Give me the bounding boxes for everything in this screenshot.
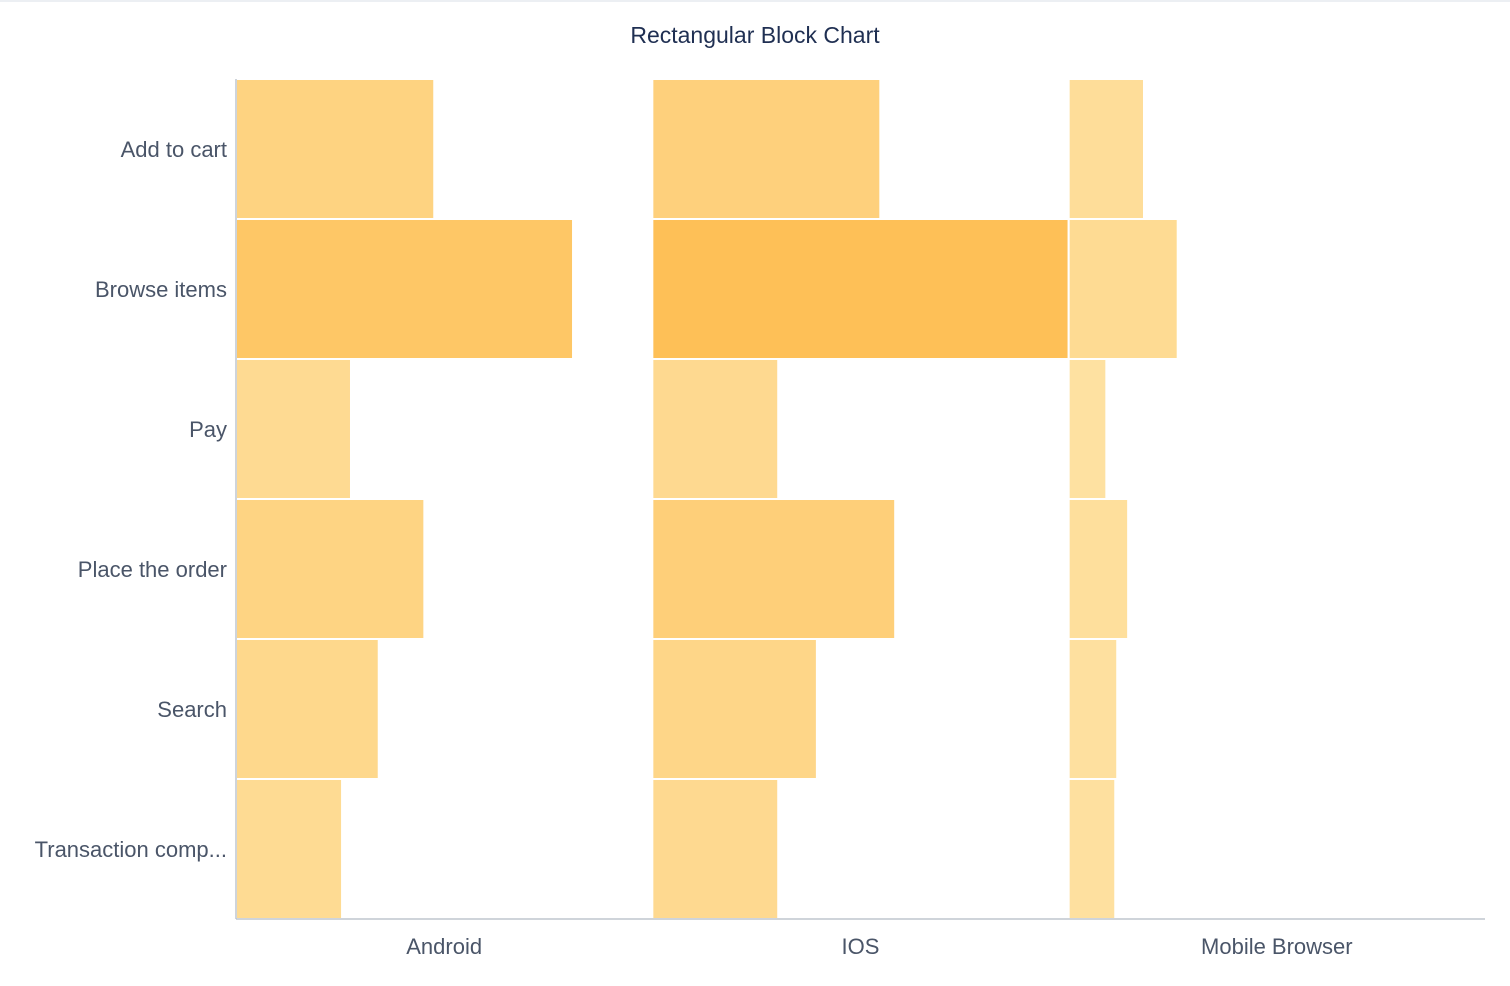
labels-group: Add to cart Browse items Pay Place the orde…	[35, 137, 1353, 959]
y-tick-label: Browse items	[95, 277, 227, 302]
y-tick-label: Place the order	[78, 557, 227, 582]
block-0-4[interactable]	[235, 638, 380, 780]
y-tick-label: Add to cart	[121, 137, 227, 162]
chart-title: Rectangular Block Chart	[630, 22, 880, 48]
block-1-5[interactable]	[651, 778, 780, 920]
block-1-1[interactable]	[651, 218, 1070, 360]
axes-group	[235, 79, 1485, 920]
y-tick-label: Transaction comp...	[35, 837, 227, 862]
block-0-2[interactable]	[235, 358, 352, 500]
block-0-5[interactable]	[235, 778, 344, 920]
block-1-4[interactable]	[651, 638, 818, 780]
x-tick-label: IOS	[842, 934, 880, 959]
block-2-1[interactable]	[1067, 218, 1179, 360]
top-border	[0, 0, 1510, 2]
block-0-3[interactable]	[235, 498, 426, 640]
block-0-1[interactable]	[235, 218, 575, 360]
block-1-3[interactable]	[651, 498, 897, 640]
block-2-0[interactable]	[1067, 78, 1146, 220]
block-0-0[interactable]	[235, 78, 436, 220]
block-1-0[interactable]	[651, 78, 882, 220]
blocks-group	[235, 78, 1179, 920]
block-2-2[interactable]	[1067, 358, 1108, 500]
block-1-2[interactable]	[651, 358, 780, 500]
x-tick-label: Android	[406, 934, 482, 959]
block-2-3[interactable]	[1067, 498, 1130, 640]
block-2-5[interactable]	[1067, 778, 1117, 920]
x-tick-label: Mobile Browser	[1201, 934, 1353, 959]
y-tick-label: Pay	[189, 417, 227, 442]
y-tick-label: Search	[157, 697, 227, 722]
block-2-4[interactable]	[1067, 638, 1119, 780]
